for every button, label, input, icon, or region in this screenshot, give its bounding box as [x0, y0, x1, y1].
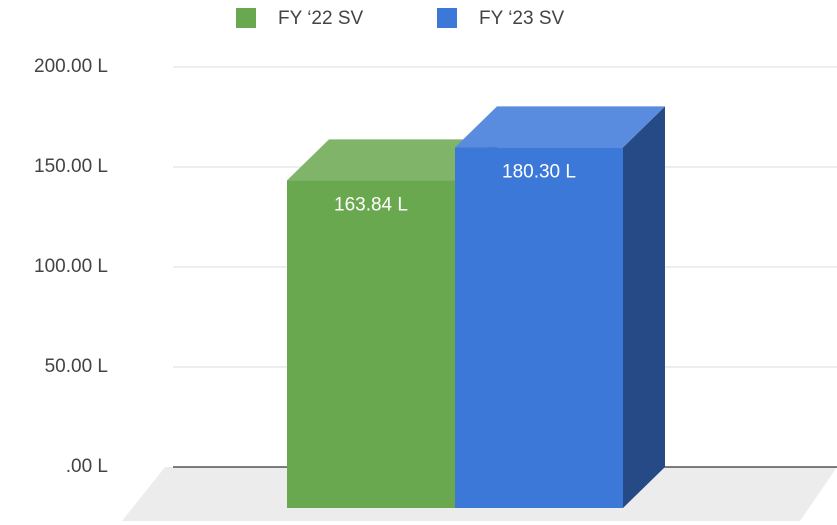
y-tick-label: .00 L: [66, 456, 108, 477]
data-label: 163.84 L: [334, 194, 408, 215]
y-tick-label: 200.00 L: [34, 56, 108, 77]
legend-label: FY ‘22 SV: [278, 8, 364, 29]
legend-swatch: [437, 8, 457, 28]
y-tick-label: 100.00 L: [34, 256, 108, 277]
y-tick-label: 50.00 L: [45, 356, 108, 377]
bar: [455, 147, 623, 508]
legend-swatch: [236, 8, 256, 28]
y-tick-label: 150.00 L: [34, 156, 108, 177]
bar-top: [287, 139, 497, 181]
bar: [287, 180, 455, 508]
bar-top: [455, 106, 665, 148]
data-label: 180.30 L: [502, 161, 576, 182]
bar-side: [623, 106, 665, 509]
legend-label: FY ‘23 SV: [479, 8, 565, 29]
